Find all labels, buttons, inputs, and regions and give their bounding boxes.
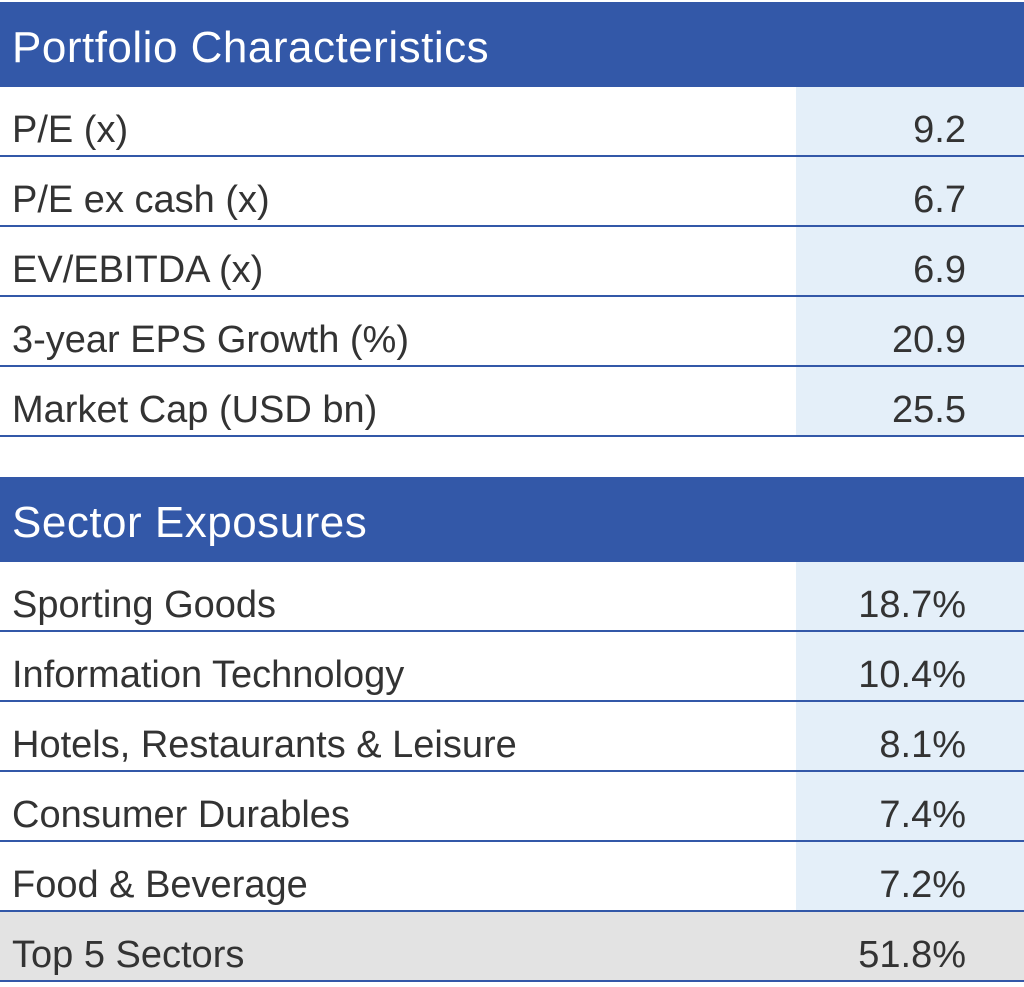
value-cell-bg: [796, 632, 1024, 700]
table-row: Hotels, Restaurants & Leisure 8.1%: [0, 702, 1024, 772]
value-cell-bg: [796, 87, 1024, 155]
total-label: Top 5 Sectors: [12, 934, 245, 976]
table-row: Market Cap (USD bn) 25.5: [0, 367, 1024, 437]
value-cell-bg: [796, 227, 1024, 295]
total-row: Top 5 Sectors 51.8%: [0, 912, 1024, 982]
row-value: 25.5: [892, 389, 966, 431]
row-value: 9.2: [913, 109, 966, 151]
table-row: Information Technology 10.4%: [0, 632, 1024, 702]
table-row: 3-year EPS Growth (%) 20.9: [0, 297, 1024, 367]
table-row: Food & Beverage 7.2%: [0, 842, 1024, 912]
value-cell-bg: [796, 842, 1024, 910]
row-value: 18.7%: [858, 584, 966, 626]
row-label: Market Cap (USD bn): [12, 389, 378, 431]
value-cell-bg: [796, 367, 1024, 435]
row-value: 6.7: [913, 179, 966, 221]
row-label: Sporting Goods: [12, 584, 277, 626]
sector-exposures-header: Sector Exposures: [0, 477, 1024, 562]
value-cell-bg: [796, 297, 1024, 365]
row-value: 8.1%: [879, 724, 966, 766]
value-cell-bg: [796, 562, 1024, 630]
portfolio-characteristics-table: P/E (x) 9.2 P/E ex cash (x) 6.7 EV/EBITD…: [0, 87, 1024, 437]
value-cell-bg: [796, 702, 1024, 770]
value-cell-bg: [796, 772, 1024, 840]
row-value: 20.9: [892, 319, 966, 361]
row-label: EV/EBITDA (x): [12, 249, 264, 291]
row-value: 7.4%: [879, 794, 966, 836]
table-row: P/E ex cash (x) 6.7: [0, 157, 1024, 227]
row-value: 10.4%: [858, 654, 966, 696]
row-label: Consumer Durables: [12, 794, 350, 836]
row-label: P/E ex cash (x): [12, 179, 270, 221]
value-cell-bg: [796, 912, 1024, 980]
row-label: P/E (x): [12, 109, 129, 151]
table-row: Consumer Durables 7.4%: [0, 772, 1024, 842]
sector-exposures-table: Sporting Goods 18.7% Information Technol…: [0, 562, 1024, 982]
value-cell-bg: [796, 157, 1024, 225]
row-value: 6.9: [913, 249, 966, 291]
portfolio-characteristics-header: Portfolio Characteristics: [0, 2, 1024, 87]
row-label: Information Technology: [12, 654, 405, 696]
row-value: 7.2%: [879, 864, 966, 906]
table-row: EV/EBITDA (x) 6.9: [0, 227, 1024, 297]
table-row: P/E (x) 9.2: [0, 87, 1024, 157]
table-row: Sporting Goods 18.7%: [0, 562, 1024, 632]
row-label: 3-year EPS Growth (%): [12, 319, 409, 361]
row-label: Hotels, Restaurants & Leisure: [12, 724, 517, 766]
row-label: Food & Beverage: [12, 864, 308, 906]
total-value: 51.8%: [858, 934, 966, 976]
